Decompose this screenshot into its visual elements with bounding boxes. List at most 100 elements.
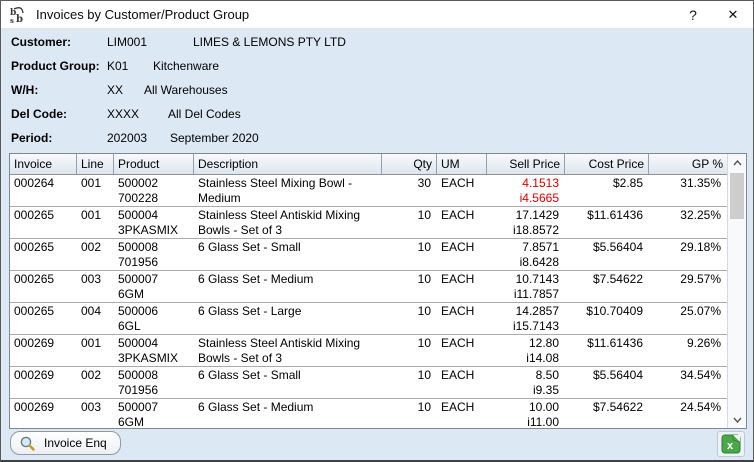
invoice-table: Invoice Line Product Description Qty UM … — [9, 153, 747, 429]
description-cell-line2: Bowls - Set of 3 — [198, 223, 283, 237]
invoice-cell: 000265 — [10, 272, 77, 302]
export-excel-button[interactable]: x — [717, 431, 745, 457]
product-cell: 500004 3PKASMIX — [114, 208, 194, 238]
um-cell: EACH — [437, 368, 487, 398]
col-header-gp-percent[interactable]: GP % — [691, 157, 723, 171]
product-cell-line2: 701956 — [118, 383, 159, 397]
gp-percent-cell: 31.35% — [649, 176, 727, 206]
table-row[interactable]: 000265 004 500006 6GL 6 Glass Set - Large 10 E… — [10, 303, 727, 335]
col-header-sell-price[interactable]: Sell Price — [487, 154, 565, 174]
invoice-enq-button[interactable]: Invoice Enq — [10, 431, 121, 455]
line-cell-line1: 003 — [81, 400, 102, 414]
cost-price-cell-line1: $11.61436 — [587, 208, 643, 222]
um-cell-line1: EACH — [441, 336, 475, 350]
customer-name: LIMES & LEMONS PTY LTD — [193, 35, 346, 49]
help-button[interactable]: ? — [689, 6, 697, 23]
product-cell-line1: 500007 — [118, 272, 159, 286]
product-group-code: K01 — [107, 59, 129, 73]
description-cell: 6 Glass Set - Large — [194, 304, 382, 334]
vertical-scrollbar[interactable] — [727, 154, 746, 428]
qty-cell-line1: 10 — [417, 368, 431, 382]
description-cell: 6 Glass Set - Small — [194, 240, 382, 270]
close-button[interactable]: ✕ — [727, 6, 739, 22]
qty-cell: 30 — [382, 176, 437, 206]
um-cell: EACH — [437, 400, 487, 428]
invoice-cell-line1: 000264 — [14, 176, 55, 190]
col-header-qty[interactable]: Qty — [382, 154, 437, 174]
table-header-row: Invoice Line Product Description Qty UM … — [10, 154, 727, 175]
line-cell-line1: 001 — [81, 176, 102, 190]
invoice-cell: 000265 — [10, 208, 77, 238]
sell-price-cell: 7.8571 i8.6428 — [487, 240, 565, 270]
scroll-up-icon[interactable] — [728, 154, 746, 171]
gp-percent-cell-line1: 9.26% — [686, 336, 721, 350]
gp-percent-cell: 24.54% — [649, 400, 727, 428]
table-row[interactable]: 000265 002 500008 701956 6 Glass Set - Small… — [10, 239, 727, 271]
qty-cell-line1: 10 — [417, 336, 431, 350]
product-cell-line1: 500004 — [118, 208, 159, 222]
table-body: 000264 001 500002 700228 Stainless Steel Mix… — [10, 175, 746, 429]
scrollbar-thumb[interactable] — [730, 173, 744, 219]
col-header-description[interactable]: Description — [194, 154, 382, 174]
sell-price-cell-line2: i15.7143 — [512, 319, 559, 333]
um-cell: EACH — [437, 304, 487, 334]
window-title: Invoices by Customer/Product Group — [36, 7, 250, 22]
col-header-cost-price[interactable]: Cost Price — [565, 154, 649, 174]
sell-price-cell-line1: 7.8571 — [522, 240, 559, 254]
product-cell: 500002 700228 — [114, 176, 194, 206]
sell-price-cell: 12.80 i14.08 — [487, 336, 565, 366]
description-cell: 6 Glass Set - Medium — [194, 272, 382, 302]
line-cell-line1: 004 — [81, 304, 102, 318]
invoice-cell-line1: 000265 — [14, 304, 55, 318]
svg-text:s: s — [10, 16, 14, 24]
qty-cell: 10 — [382, 368, 437, 398]
col-header-line[interactable]: Line — [77, 154, 114, 174]
table-row[interactable]: 000269 003 500007 6GM 6 Glass Set - Medium 10… — [10, 399, 727, 429]
product-cell-line1: 500007 — [118, 400, 159, 414]
description-cell-line1: 6 Glass Set - Medium — [198, 400, 314, 414]
field-period: Period: 202003 September 2020 — [11, 126, 346, 150]
col-header-um[interactable]: UM — [437, 154, 487, 174]
description-cell-line1: 6 Glass Set - Large — [198, 304, 302, 318]
description-cell: Stainless Steel Antiskid Mixing Bowls - S… — [194, 208, 382, 238]
gp-percent-cell-line1: 34.54% — [680, 368, 721, 382]
product-cell-line2: 6GL — [118, 319, 141, 333]
del-code-value: XXXX — [107, 107, 140, 121]
cost-price-cell: $2.85 — [565, 176, 649, 206]
product-cell-line1: 500004 — [118, 336, 159, 350]
excel-export-icon: x — [721, 434, 741, 454]
svg-text:b: b — [10, 8, 16, 18]
description-cell-line1: Stainless Steel Antiskid Mixing — [198, 208, 361, 222]
table-row[interactable]: 000264 001 500002 700228 Stainless Steel Mix… — [10, 175, 727, 207]
period-code: 202003 — [107, 131, 148, 145]
cost-price-cell: $11.61436 — [565, 336, 649, 366]
sell-price-cell-line2: i11.7857 — [513, 287, 559, 301]
qty-cell-line1: 10 — [417, 400, 431, 414]
gp-percent-cell-line1: 31.35% — [680, 176, 721, 190]
description-cell-line1: 6 Glass Set - Medium — [198, 272, 314, 286]
product-cell-line2: 3PKASMIX — [118, 351, 179, 365]
cost-price-cell: $10.70409 — [565, 304, 649, 334]
um-cell: EACH — [437, 208, 487, 238]
description-cell-line1: 6 Glass Set - Small — [198, 240, 301, 254]
sell-price-cell-line2: i18.8572 — [512, 223, 559, 237]
col-header-product[interactable]: Product — [114, 154, 194, 174]
sell-price-cell-line2: i11.00 — [527, 415, 559, 429]
table-row[interactable]: 000269 002 500008 701956 6 Glass Set - Small… — [10, 367, 727, 399]
um-cell-line1: EACH — [441, 208, 475, 222]
table-row[interactable]: 000265 001 500004 3PKASMIX Stainless Steel A… — [10, 207, 727, 239]
cost-price-cell: $7.54622 — [565, 400, 649, 428]
sell-price-cell-line2: i14.08 — [526, 351, 559, 365]
warehouse-name: All Warehouses — [144, 83, 228, 97]
table-row[interactable]: 000265 003 500007 6GM 6 Glass Set - Medium 10… — [10, 271, 727, 303]
table-row[interactable]: 000269 001 500004 3PKASMIX Stainless Steel A… — [10, 335, 727, 367]
col-header-invoice[interactable]: Invoice — [10, 154, 77, 174]
qty-cell: 10 — [382, 272, 437, 302]
report-header-fields: Customer: LIM001 LIMES & LEMONS PTY LTD … — [11, 30, 346, 150]
sell-price-cell: 17.1429 i18.8572 — [487, 208, 565, 238]
sell-price-cell-line2: i8.6428 — [519, 255, 559, 269]
sell-price-cell-line1: 10.00 — [528, 400, 559, 414]
product-cell-line2: 6GM — [118, 415, 145, 429]
scroll-down-icon[interactable] — [728, 411, 746, 428]
